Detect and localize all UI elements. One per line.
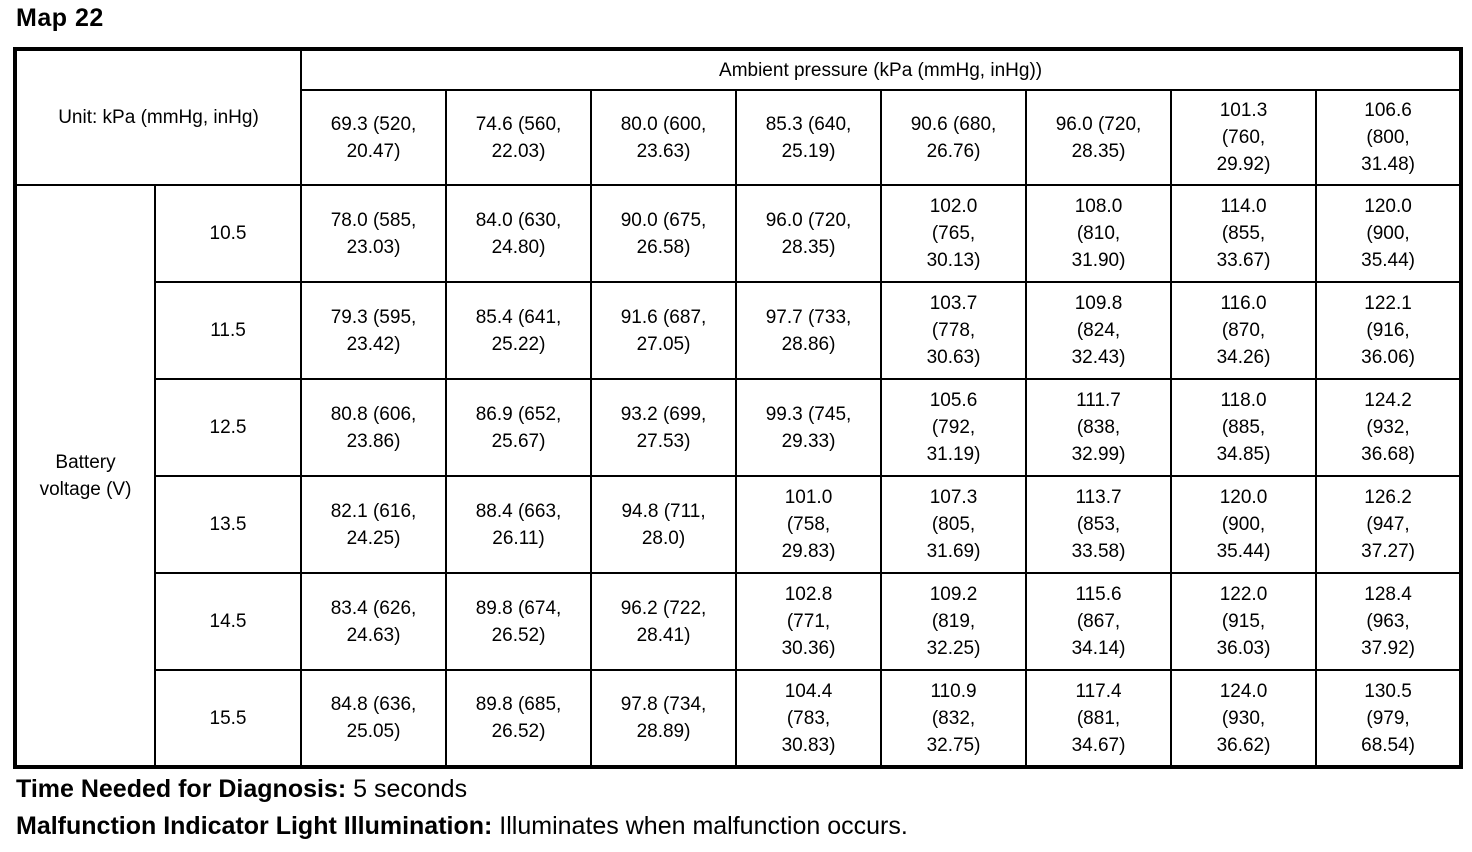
data-cell: 130.5 (979, 68.54) [1315,669,1463,768]
data-cell: 108.0 (810, 31.90) [1025,184,1173,283]
voltage-cell: 12.5 [153,378,303,477]
diagnosis-time-value: 5 seconds [353,775,468,803]
voltage-cell: 15.5 [153,669,303,768]
data-cell: 82.1 (616, 24.25) [300,475,448,574]
data-cell: 104.4 (783, 30.83) [735,669,883,768]
data-cell: 116.0 (870, 34.26) [1170,281,1318,380]
data-cell: 94.8 (711, 28.0) [590,475,738,574]
data-cell: 115.6 (867, 34.14) [1025,572,1173,671]
pressure-values-header-row: 69.3 (520, 20.47) 74.6 (560, 22.03) 80.0… [15,89,1463,186]
pressure-header-cell: 74.6 (560, 22.03) [445,89,593,186]
data-cell: 122.1 (916, 36.06) [1315,281,1463,380]
data-cell: 128.4 (963, 37.92) [1315,572,1463,671]
ambient-header-row: Unit: kPa (mmHg, inHg) Ambient pressure … [13,48,1463,186]
table-row-13-5: 13.5 82.1 (616, 24.25) 88.4 (663, 26.11)… [15,475,1463,574]
table-row-14-5: 14.5 83.4 (626, 24.63) 89.8 (674, 26.52)… [15,572,1463,671]
data-cell: 84.8 (636, 25.05) [300,669,448,768]
pressure-header-cell: 85.3 (640, 25.19) [735,89,883,186]
data-cell: 83.4 (626, 24.63) [300,572,448,671]
data-cell: 122.0 (915, 36.03) [1170,572,1318,671]
voltage-cell: 11.5 [153,281,303,380]
data-cell: 79.3 (595, 23.42) [300,281,448,380]
data-cell: 113.7 (853, 33.58) [1025,475,1173,574]
data-cell: 91.6 (687, 27.05) [590,281,738,380]
voltage-cell: 14.5 [153,572,303,671]
data-cell: 126.2 (947, 37.27) [1315,475,1463,574]
page-title: Map 22 [16,4,104,32]
diagnosis-time-line: Time Needed for Diagnosis: 5 seconds [16,771,908,808]
footer-notes: Time Needed for Diagnosis: 5 seconds Mal… [16,771,908,845]
data-cell: 96.0 (720, 28.35) [735,184,883,283]
data-cell: 99.3 (745, 29.33) [735,378,883,477]
table-row-11-5: 11.5 79.3 (595, 23.42) 85.4 (641, 25.22)… [15,281,1463,380]
data-cell: 124.0 (930, 36.62) [1170,669,1318,768]
data-cell: 110.9 (832, 32.75) [880,669,1028,768]
voltage-cell: 13.5 [153,475,303,574]
data-cell: 109.2 (819, 32.25) [880,572,1028,671]
table-row-15-5: 15.5 84.8 (636, 25.05) 89.8 (685, 26.52)… [15,669,1463,768]
data-cell: 120.0 (900, 35.44) [1170,475,1318,574]
map22-table: Unit: kPa (mmHg, inHg) Ambient pressure … [13,47,1464,769]
data-cell: 78.0 (585, 23.03) [300,184,448,283]
data-cell: 102.0 (765, 30.13) [880,184,1028,283]
table-row-12-5: 12.5 80.8 (606, 23.86) 86.9 (652, 25.67)… [15,378,1463,477]
data-cell: 85.4 (641, 25.22) [445,281,593,380]
data-cell: 80.8 (606, 23.86) [300,378,448,477]
data-cell: 89.8 (685, 26.52) [445,669,593,768]
ambient-pressure-header: Ambient pressure (kPa (mmHg, inHg)) [300,48,1463,91]
data-cell: 109.8 (824, 32.43) [1025,281,1173,380]
data-cell: 90.0 (675, 26.58) [590,184,738,283]
pressure-header-cell: 69.3 (520, 20.47) [300,89,448,186]
data-cell: 86.9 (652, 25.67) [445,378,593,477]
data-cell: 88.4 (663, 26.11) [445,475,593,574]
voltage-cell: 10.5 [153,184,303,283]
data-cell: 107.3 (805, 31.69) [880,475,1028,574]
data-cell: 93.2 (699, 27.53) [590,378,738,477]
data-cell: 84.0 (630, 24.80) [445,184,593,283]
mil-label: Malfunction Indicator Light Illumination… [16,812,493,840]
data-cell: 114.0 (855, 33.67) [1170,184,1318,283]
data-cell: 96.2 (722, 28.41) [590,572,738,671]
pressure-header-cell: 101.3 (760, 29.92) [1170,89,1318,186]
data-cell: 118.0 (885, 34.85) [1170,378,1318,477]
data-cell: 102.8 (771, 30.36) [735,572,883,671]
table-row-10-5: Battery voltage (V) 10.5 78.0 (585, 23.0… [14,184,1463,768]
pressure-header-cell: 106.6 (800, 31.48) [1315,89,1463,186]
data-cell: 111.7 (838, 32.99) [1025,378,1173,477]
pressure-header-cell: 80.0 (600, 23.63) [590,89,738,186]
battery-voltage-label-cell: Battery voltage (V) [14,184,156,768]
pressure-header-cell: 90.6 (680, 26.76) [880,89,1028,186]
data-cell: 89.8 (674, 26.52) [445,572,593,671]
data-cell: 101.0 (758, 29.83) [735,475,883,574]
data-cell: 97.7 (733, 28.86) [735,281,883,380]
data-cell: 117.4 (881, 34.67) [1025,669,1173,768]
mil-value: Illuminates when malfunction occurs. [499,812,908,840]
pressure-header-cell: 96.0 (720, 28.35) [1025,89,1173,186]
data-cell: 124.2 (932, 36.68) [1315,378,1463,477]
data-cell: 105.6 (792, 31.19) [880,378,1028,477]
diagnosis-time-label: Time Needed for Diagnosis: [16,775,347,803]
unit-label-cell: Unit: kPa (mmHg, inHg) [13,48,303,186]
mil-line: Malfunction Indicator Light Illumination… [16,808,908,845]
data-cell: 103.7 (778, 30.63) [880,281,1028,380]
data-cell: 120.0 (900, 35.44) [1315,184,1463,283]
data-cell: 97.8 (734, 28.89) [590,669,738,768]
